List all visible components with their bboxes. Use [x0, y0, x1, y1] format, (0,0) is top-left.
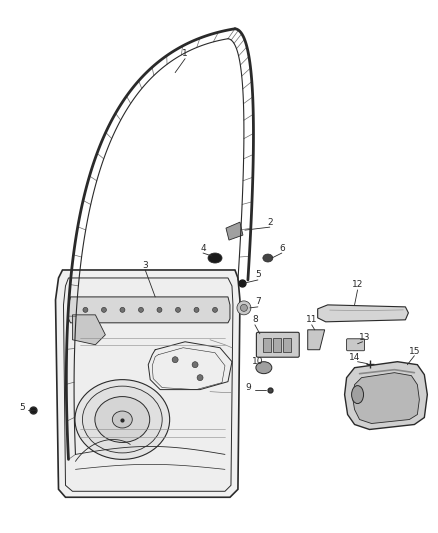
Bar: [273, 338, 281, 352]
Bar: [263, 338, 271, 352]
Circle shape: [138, 308, 144, 312]
Ellipse shape: [208, 253, 222, 263]
Polygon shape: [68, 297, 230, 323]
Text: 4: 4: [200, 244, 206, 253]
Polygon shape: [64, 439, 85, 470]
Circle shape: [102, 308, 106, 312]
Text: 15: 15: [409, 347, 420, 356]
Circle shape: [172, 357, 178, 362]
Text: 9: 9: [245, 383, 251, 392]
Polygon shape: [72, 315, 106, 345]
Circle shape: [240, 304, 247, 311]
Text: 8: 8: [252, 316, 258, 324]
Polygon shape: [56, 270, 240, 497]
Ellipse shape: [112, 411, 132, 428]
Ellipse shape: [256, 362, 272, 374]
Polygon shape: [353, 373, 419, 424]
Circle shape: [83, 308, 88, 312]
Polygon shape: [318, 305, 408, 322]
Text: 13: 13: [359, 333, 370, 342]
Ellipse shape: [263, 254, 273, 262]
Ellipse shape: [95, 397, 150, 442]
Circle shape: [194, 308, 199, 312]
Polygon shape: [308, 330, 325, 350]
Circle shape: [212, 308, 218, 312]
Text: 5: 5: [255, 270, 261, 279]
Circle shape: [157, 308, 162, 312]
Text: 6: 6: [279, 244, 285, 253]
Ellipse shape: [75, 379, 170, 459]
Circle shape: [67, 486, 74, 493]
Text: 5: 5: [20, 403, 25, 412]
Text: 10: 10: [252, 357, 264, 366]
Circle shape: [237, 301, 251, 315]
Text: 12: 12: [352, 280, 363, 289]
Circle shape: [120, 308, 125, 312]
FancyBboxPatch shape: [346, 339, 364, 351]
Text: 2: 2: [267, 217, 272, 227]
Text: 11: 11: [306, 316, 318, 324]
Text: 7: 7: [255, 297, 261, 306]
Bar: [283, 338, 291, 352]
Text: 14: 14: [349, 353, 360, 362]
Circle shape: [197, 375, 203, 381]
Polygon shape: [345, 362, 427, 430]
Circle shape: [176, 308, 180, 312]
Text: 3: 3: [142, 261, 148, 270]
Ellipse shape: [352, 385, 364, 403]
Polygon shape: [59, 434, 90, 478]
Circle shape: [192, 362, 198, 368]
Text: 1: 1: [182, 49, 188, 58]
Polygon shape: [226, 222, 243, 240]
Polygon shape: [64, 278, 233, 491]
FancyBboxPatch shape: [256, 332, 299, 357]
Ellipse shape: [82, 386, 162, 453]
